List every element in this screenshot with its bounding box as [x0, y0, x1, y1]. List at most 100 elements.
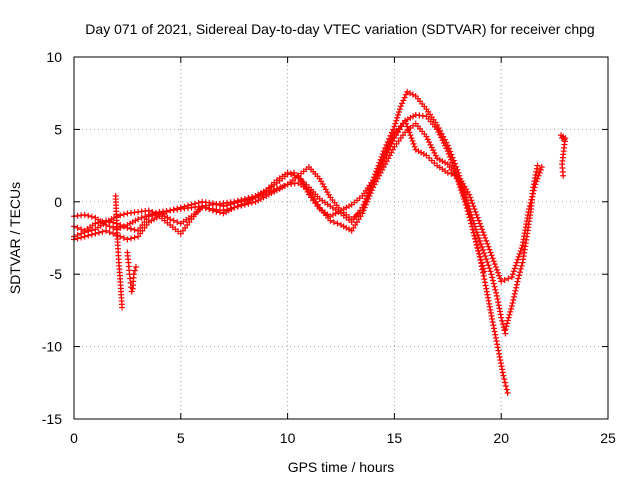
- data-point-interp: [490, 280, 497, 287]
- data-point-interp: [499, 366, 506, 373]
- data-point-interp: [469, 200, 476, 207]
- data-point-interp: [110, 230, 117, 237]
- data-point-interp: [407, 132, 414, 139]
- data-point-interp: [488, 271, 495, 278]
- data-point: [500, 372, 507, 379]
- data-point-interp: [120, 223, 127, 230]
- data-point-interp: [511, 265, 518, 272]
- data-point-interp: [202, 204, 209, 211]
- data-point-interp: [174, 219, 181, 226]
- data-point-interp: [533, 165, 540, 172]
- data-point-interp: [387, 143, 394, 150]
- y-tick-label: 10: [46, 49, 62, 65]
- data-point: [504, 389, 511, 396]
- data-point-interp: [482, 282, 489, 289]
- data-point-interp: [424, 136, 431, 143]
- data-point-interp: [497, 357, 504, 364]
- data-point-interp: [503, 386, 510, 393]
- data-point: [81, 233, 88, 240]
- data-point-interp: [477, 240, 484, 247]
- data-point-interp: [120, 211, 127, 218]
- y-tick-label: 0: [54, 194, 62, 210]
- data-point-interp: [411, 143, 418, 150]
- data-point-interp: [192, 200, 199, 207]
- data-point-interp: [117, 221, 124, 228]
- data-point-interp: [330, 219, 337, 226]
- data-point-interp: [400, 97, 407, 104]
- data-point-interp: [490, 322, 497, 329]
- data-point: [284, 169, 291, 176]
- data-point-interp: [501, 327, 508, 334]
- data-point-interp: [532, 171, 539, 178]
- data-point-interp: [170, 206, 177, 213]
- data-point-interp: [364, 193, 371, 200]
- data-point: [489, 318, 496, 325]
- data-point-interp: [490, 325, 497, 332]
- data-point: [534, 162, 541, 169]
- data-point-interp: [213, 208, 220, 215]
- data-point-interp: [85, 232, 92, 239]
- data-point-interp: [449, 154, 456, 161]
- x-tick-label: 15: [387, 430, 403, 446]
- data-point-interp: [375, 169, 382, 176]
- data-point-interp: [399, 100, 406, 107]
- data-point-interp: [510, 296, 517, 303]
- data-point-interp: [120, 235, 127, 241]
- data-point-interp: [491, 283, 498, 290]
- data-point-interp: [535, 172, 542, 179]
- data-point-interp: [501, 376, 508, 383]
- data-point: [498, 314, 505, 321]
- data-point: [327, 217, 334, 224]
- data-point-interp: [485, 262, 492, 269]
- scatter-points: [71, 88, 569, 396]
- data-point-interp: [463, 205, 470, 212]
- data-point: [560, 172, 567, 179]
- data-point-interp: [395, 109, 402, 116]
- data-point-interp: [495, 347, 502, 354]
- data-point-interp: [480, 247, 487, 254]
- y-axis-label: SDTVAR / TECUs: [7, 182, 23, 294]
- data-point: [128, 288, 135, 295]
- data-point-interp: [484, 259, 491, 266]
- data-point-interp: [492, 331, 499, 338]
- y-tick-label: -5: [50, 266, 63, 282]
- data-point: [370, 181, 377, 188]
- data-point: [135, 216, 142, 223]
- data-point: [508, 274, 515, 281]
- data-point-interp: [99, 228, 106, 235]
- x-tick-label: 20: [493, 430, 509, 446]
- data-point-interp: [493, 266, 500, 273]
- data-point-interp: [481, 250, 488, 257]
- data-point-interp: [403, 120, 410, 127]
- data-point-interp: [78, 234, 85, 241]
- data-point-interp: [379, 161, 386, 168]
- data-point-interp: [496, 308, 503, 315]
- data-point: [481, 268, 488, 275]
- data-point-interp: [110, 219, 117, 226]
- data-point: [397, 103, 404, 110]
- data-point-interp: [216, 209, 223, 216]
- data-point-interp: [496, 272, 503, 279]
- data-point-interp: [447, 148, 454, 155]
- data-point-interp: [88, 213, 95, 220]
- data-point-interp: [502, 379, 509, 386]
- data-point-interp: [514, 256, 521, 263]
- data-point-interp: [362, 198, 369, 205]
- data-point-interp: [498, 363, 505, 370]
- data-point: [474, 245, 481, 252]
- data-point-interp: [516, 272, 523, 279]
- data-point-interp: [492, 334, 499, 341]
- data-point-interp: [485, 243, 492, 250]
- data-point-interp: [496, 353, 503, 360]
- data-point-interp: [402, 91, 409, 98]
- data-point-interp: [448, 151, 455, 158]
- data-point-interp: [288, 171, 295, 178]
- data-point-interp: [131, 226, 138, 233]
- data-point-interp: [74, 224, 81, 231]
- data-point-interp: [493, 289, 500, 296]
- y-tick-label: -10: [42, 339, 62, 355]
- data-point-interp: [149, 212, 156, 219]
- data-point-interp: [471, 206, 478, 213]
- data-point-interp: [384, 149, 391, 156]
- data-point: [444, 169, 451, 176]
